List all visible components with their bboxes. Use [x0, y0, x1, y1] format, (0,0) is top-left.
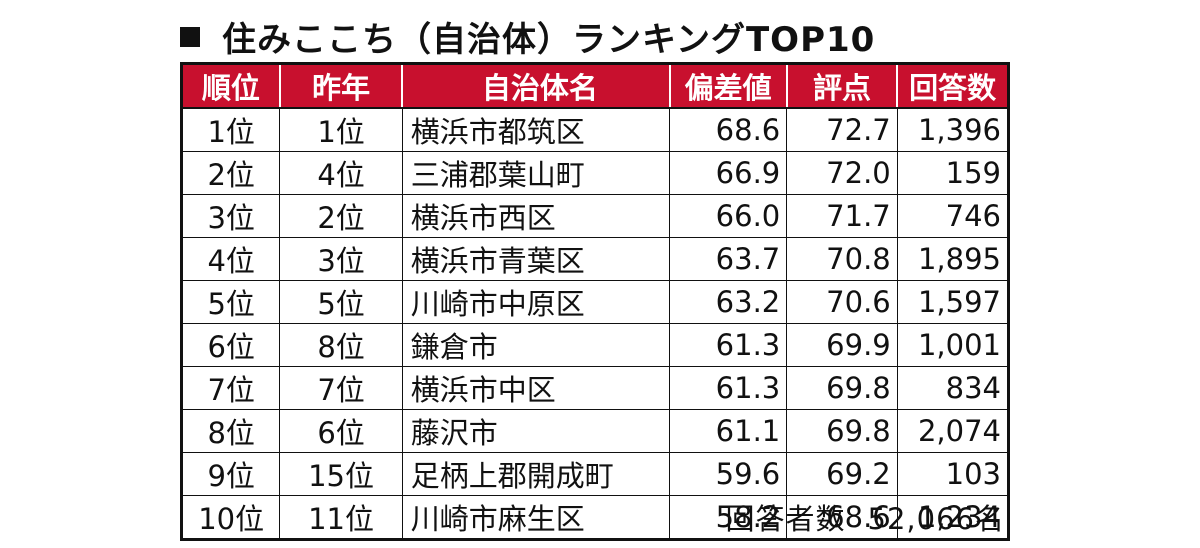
cell-municipality: 鎌倉市	[402, 323, 671, 367]
cell-responses: 2,074	[897, 409, 1009, 453]
cell-deviation: 66.9	[669, 151, 788, 195]
table-row: 7位 7位 横浜市中区 61.3 69.8 834	[181, 366, 1009, 410]
cell-last-year: 11位	[279, 495, 403, 540]
cell-last-year: 5位	[279, 280, 403, 324]
header-last-year: 昨年	[279, 63, 404, 109]
cell-score: 72.7	[786, 108, 898, 152]
cell-municipality: 川崎市麻生区	[402, 495, 671, 540]
cell-deviation: 58.2	[669, 495, 788, 540]
table-row: 5位 5位 川崎市中原区 63.2 70.6 1,597	[181, 280, 1009, 324]
cell-last-year: 2位	[279, 194, 403, 238]
cell-deviation: 66.0	[669, 194, 788, 238]
cell-responses: 1,597	[897, 280, 1009, 324]
cell-rank: 1位	[181, 108, 281, 152]
cell-last-year: 15位	[279, 452, 403, 496]
cell-rank: 7位	[181, 366, 281, 410]
cell-score: 69.8	[786, 366, 898, 410]
cell-municipality: 横浜市都筑区	[402, 108, 671, 152]
page-title: 住みここち（自治体）ランキングTOP10	[180, 12, 875, 61]
cell-municipality: 横浜市中区	[402, 366, 671, 410]
cell-deviation: 61.1	[669, 409, 788, 453]
square-bullet-icon	[180, 27, 200, 47]
cell-municipality: 横浜市青葉区	[402, 237, 671, 281]
cell-rank: 9位	[181, 452, 281, 496]
cell-score: 70.6	[786, 280, 898, 324]
cell-score: 69.8	[786, 409, 898, 453]
cell-responses: 746	[897, 194, 1009, 238]
cell-score: 68.6	[786, 495, 898, 540]
header-responses: 回答数	[897, 63, 1009, 109]
table-row: 4位 3位 横浜市青葉区 63.7 70.8 1,895	[181, 237, 1009, 281]
cell-responses: 1,396	[897, 108, 1009, 152]
cell-deviation: 68.6	[669, 108, 788, 152]
cell-score: 69.2	[786, 452, 898, 496]
cell-municipality: 足柄上郡開成町	[402, 452, 671, 496]
cell-last-year: 7位	[279, 366, 403, 410]
cell-last-year: 6位	[279, 409, 403, 453]
cell-rank: 3位	[181, 194, 281, 238]
cell-rank: 8位	[181, 409, 281, 453]
cell-municipality: 横浜市西区	[402, 194, 671, 238]
cell-responses: 1,234	[897, 495, 1009, 540]
cell-rank: 2位	[181, 151, 281, 195]
cell-score: 69.9	[786, 323, 898, 367]
cell-responses: 103	[897, 452, 1009, 496]
header-score: 評点	[786, 63, 899, 109]
cell-rank: 6位	[181, 323, 281, 367]
header-deviation: 偏差値	[669, 63, 788, 109]
cell-deviation: 59.6	[669, 452, 788, 496]
cell-last-year: 1位	[279, 108, 403, 152]
cell-deviation: 63.7	[669, 237, 788, 281]
cell-score: 71.7	[786, 194, 898, 238]
page-title-text: 住みここち（自治体）ランキングTOP10	[222, 20, 876, 60]
cell-score: 70.8	[786, 237, 898, 281]
cell-municipality: 藤沢市	[402, 409, 671, 453]
cell-rank: 4位	[181, 237, 281, 281]
cell-responses: 1,895	[897, 237, 1009, 281]
cell-responses: 834	[897, 366, 1009, 410]
table-row: 8位 6位 藤沢市 61.1 69.8 2,074	[181, 409, 1009, 453]
cell-responses: 1,001	[897, 323, 1009, 367]
ranking-table: 順位 昨年 自治体名 偏差値 評点 回答数 1位 1位 横浜市都筑区 68.6 72.7…	[180, 62, 1010, 541]
cell-deviation: 61.3	[669, 323, 788, 367]
cell-last-year: 3位	[279, 237, 403, 281]
cell-last-year: 4位	[279, 151, 403, 195]
cell-rank: 5位	[181, 280, 281, 324]
respondent-total: 回答者数 52,066名	[726, 496, 1006, 538]
table-row: 2位 4位 三浦郡葉山町 66.9 72.0 159	[181, 151, 1009, 195]
cell-last-year: 8位	[279, 323, 403, 367]
table-row: 10位 11位 川崎市麻生区 58.2 68.6 1,234	[181, 495, 1009, 540]
table-row: 6位 8位 鎌倉市 61.3 69.9 1,001	[181, 323, 1009, 367]
cell-rank: 10位	[181, 495, 281, 540]
cell-deviation: 61.3	[669, 366, 788, 410]
table-row: 3位 2位 横浜市西区 66.0 71.7 746	[181, 194, 1009, 238]
table-row: 9位 15位 足柄上郡開成町 59.6 69.2 103	[181, 452, 1009, 496]
table-header-row: 順位 昨年 自治体名 偏差値 評点 回答数	[181, 63, 1009, 109]
cell-score: 72.0	[786, 151, 898, 195]
respondent-total-label: 回答者数	[725, 502, 846, 536]
header-municipality: 自治体名	[402, 63, 671, 109]
respondent-total-value: 52,066名	[867, 502, 1005, 536]
cell-responses: 159	[897, 151, 1009, 195]
cell-municipality: 三浦郡葉山町	[402, 151, 671, 195]
cell-deviation: 63.2	[669, 280, 788, 324]
cell-municipality: 川崎市中原区	[402, 280, 671, 324]
table-row: 1位 1位 横浜市都筑区 68.6 72.7 1,396	[181, 108, 1009, 152]
header-rank: 順位	[181, 63, 281, 109]
